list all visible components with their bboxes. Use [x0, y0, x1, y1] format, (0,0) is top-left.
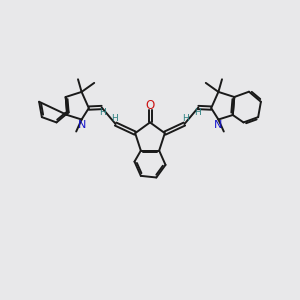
Text: O: O	[145, 99, 154, 112]
Text: H: H	[182, 114, 188, 123]
Text: H: H	[112, 114, 118, 123]
Text: N: N	[77, 120, 86, 130]
Text: H: H	[194, 108, 201, 117]
Text: H: H	[99, 108, 106, 117]
Text: N: N	[214, 120, 223, 130]
